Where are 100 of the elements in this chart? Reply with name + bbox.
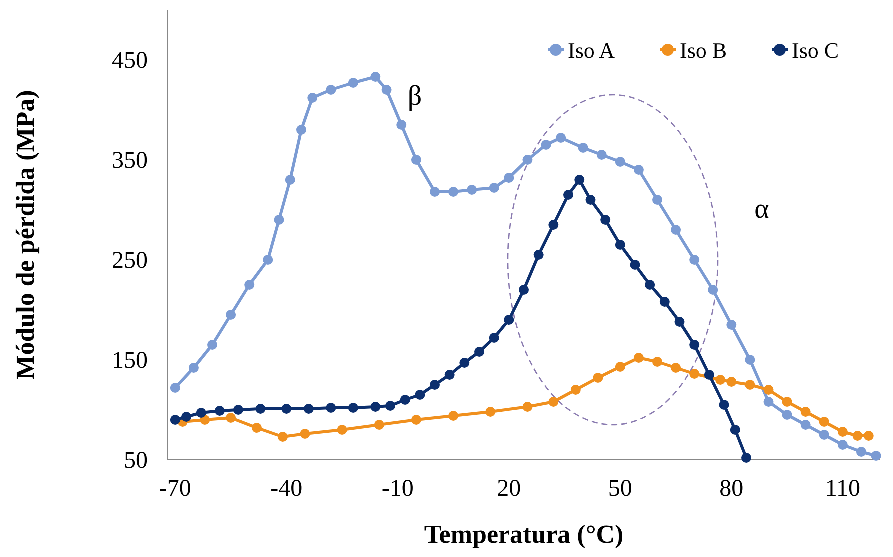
point [726,377,737,387]
point [704,370,714,380]
point [337,425,348,435]
x-tick-label: 20 [497,476,522,502]
point [690,255,700,265]
point [570,385,581,395]
point [196,408,206,418]
point [852,431,863,441]
point [285,175,296,185]
point [574,175,585,185]
point [296,125,306,135]
point [252,423,262,433]
y-tick-label: 50 [124,448,148,474]
point [300,429,310,439]
point [615,362,626,372]
point [522,155,533,165]
point [586,195,596,205]
point [304,404,314,414]
point [444,370,455,380]
point [504,315,514,325]
point [864,431,874,441]
point [348,78,358,88]
point [800,420,811,430]
annotation: α [754,194,770,225]
point [578,143,588,153]
point [745,355,756,365]
point [396,120,407,130]
point [730,425,740,435]
x-tick-label: 80 [720,476,744,502]
point [719,400,730,410]
point [871,451,882,461]
legend-label: Iso A [568,38,616,63]
point [326,403,336,413]
point [233,405,244,415]
point [522,402,533,412]
point [448,187,459,197]
point [674,317,685,327]
point [226,413,236,423]
y-tick-label: 350 [112,148,148,174]
legend-label: Iso C [792,38,840,63]
y-axis-title: Módulo de pérdida (MPa) [11,90,40,380]
point [541,140,552,150]
point [652,195,662,205]
point [170,383,180,393]
point [764,397,774,407]
point [188,363,199,373]
point [489,183,500,193]
point [326,85,336,95]
point [615,240,626,250]
point [182,412,192,422]
point [838,440,848,450]
point [214,406,225,416]
x-tick-label: 50 [608,476,632,502]
point [244,280,255,290]
point [838,427,848,437]
point [630,260,640,270]
point [742,453,752,463]
point [504,173,514,183]
point [716,375,726,385]
point [370,72,381,82]
point [415,390,426,400]
point [278,432,288,442]
point [671,363,682,373]
point [596,150,607,160]
point [764,385,774,395]
point [411,415,422,425]
y-tick-label: 250 [112,248,148,274]
point [467,185,478,195]
point [430,187,440,197]
point [548,397,559,407]
x-axis-title: Temperatura (°C) [424,520,624,549]
point [593,373,604,383]
point [430,380,440,390]
point [800,407,811,417]
point [615,157,626,167]
legend-label: Iso B [680,38,728,63]
point [690,340,700,350]
point [263,255,274,265]
point [448,411,459,421]
annotation: β [408,81,422,112]
point [208,340,218,350]
point [386,401,396,411]
point [690,369,700,379]
point [782,397,792,407]
point [726,320,737,330]
point [370,402,381,412]
point [600,215,611,225]
point [564,190,574,200]
y-tick-label: 450 [112,48,148,74]
point [411,155,422,165]
point [486,407,496,417]
point [548,220,559,230]
point [819,417,830,427]
point [856,447,866,457]
point [708,285,718,295]
x-tick-label: 110 [825,476,860,502]
point [170,415,180,425]
point [652,357,662,367]
point [226,310,236,320]
point [400,395,410,405]
